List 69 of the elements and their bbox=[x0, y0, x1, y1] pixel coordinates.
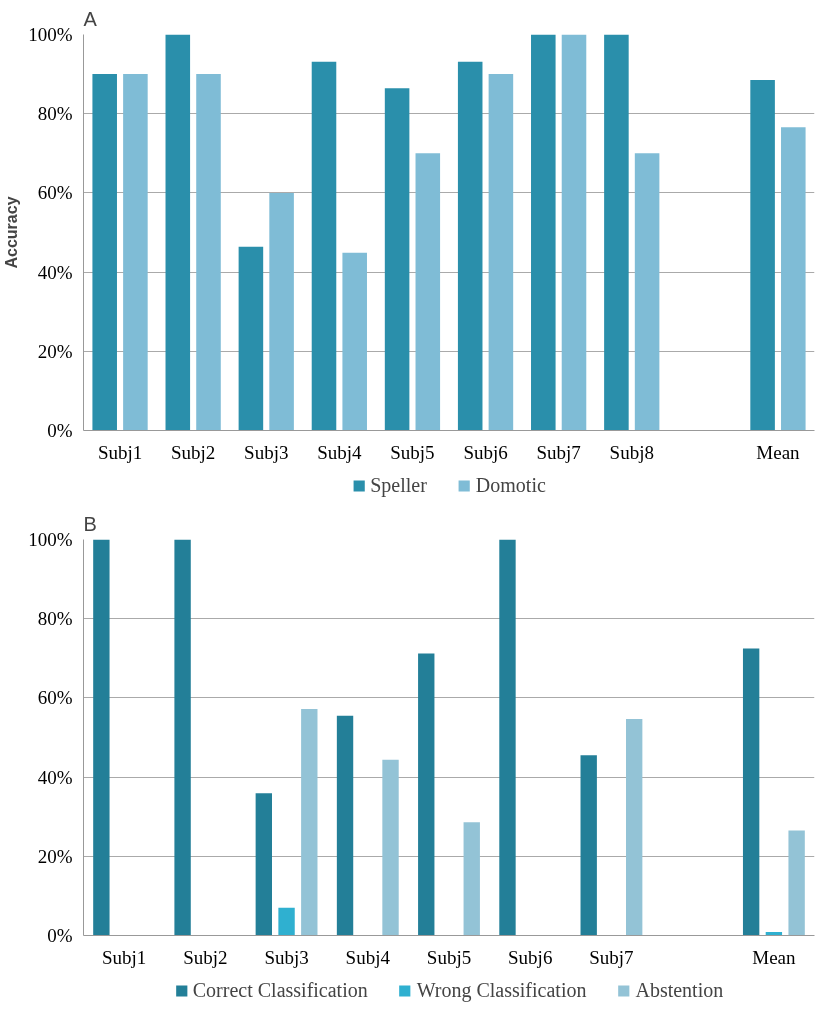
bar bbox=[418, 653, 435, 936]
y-tick-label: 60% bbox=[37, 182, 73, 204]
x-tick-label: Mean bbox=[752, 946, 797, 968]
x-tick-label: Subj1 bbox=[101, 946, 147, 968]
bar bbox=[788, 830, 805, 936]
bar bbox=[415, 153, 441, 431]
y-tick-label: 20% bbox=[37, 340, 73, 362]
bar bbox=[301, 708, 318, 936]
y-tick-label: 60% bbox=[37, 687, 73, 709]
bar bbox=[278, 907, 295, 936]
bar bbox=[336, 715, 354, 936]
bar bbox=[165, 34, 191, 431]
legend-label: Abstention bbox=[635, 978, 724, 1002]
bar bbox=[488, 74, 514, 431]
y-tick-label: 40% bbox=[37, 766, 73, 788]
bar bbox=[92, 74, 117, 431]
x-tick-label: Subj7 bbox=[589, 946, 634, 968]
x-tick-label: Subj6 bbox=[508, 946, 553, 968]
y-tick-label: 40% bbox=[37, 261, 73, 283]
x-tick-label: Mean bbox=[756, 441, 801, 463]
bar bbox=[750, 80, 775, 431]
legend-label: Correct Classification bbox=[192, 978, 368, 1002]
bar bbox=[382, 759, 399, 936]
bar bbox=[93, 539, 110, 936]
bar bbox=[463, 822, 480, 936]
y-tick-label: 0% bbox=[47, 420, 73, 441]
bar bbox=[269, 192, 294, 431]
x-tick-label: Subj3 bbox=[264, 946, 309, 968]
x-tick-label: Subj2 bbox=[183, 946, 228, 968]
legend-label: Speller bbox=[370, 473, 427, 497]
bar bbox=[255, 793, 272, 936]
chart-title: B bbox=[83, 512, 97, 535]
x-tick-label: Subj3 bbox=[244, 441, 289, 463]
bar bbox=[384, 88, 410, 431]
legend-label: Wrong Classification bbox=[416, 978, 587, 1002]
x-tick-label: Subj1 bbox=[97, 441, 143, 463]
bar bbox=[742, 648, 760, 936]
bar bbox=[457, 61, 483, 431]
chart-title: A bbox=[83, 7, 98, 30]
bar bbox=[196, 74, 221, 431]
legend-label: Domotic bbox=[475, 473, 546, 497]
x-tick-label: Subj5 bbox=[426, 946, 472, 968]
y-axis-title: Accuracy bbox=[3, 196, 21, 269]
bar bbox=[342, 252, 367, 431]
y-tick-label: 20% bbox=[37, 845, 73, 867]
y-tick-label: 80% bbox=[37, 608, 73, 630]
x-tick-label: Subj7 bbox=[536, 441, 581, 463]
x-tick-label: Subj6 bbox=[463, 441, 508, 463]
bar bbox=[781, 127, 806, 431]
x-tick-label: Subj4 bbox=[345, 946, 391, 968]
bar bbox=[531, 34, 556, 431]
bar bbox=[174, 539, 191, 936]
y-tick-label: 80% bbox=[37, 103, 73, 125]
bar bbox=[561, 34, 587, 431]
bar bbox=[238, 246, 264, 431]
bar bbox=[626, 718, 643, 936]
y-tick-label: 100% bbox=[28, 24, 73, 45]
x-tick-label: Subj4 bbox=[317, 441, 363, 463]
bar bbox=[604, 34, 629, 431]
bar bbox=[311, 61, 337, 431]
x-tick-label: Subj8 bbox=[609, 441, 654, 463]
y-tick-label: 0% bbox=[47, 925, 73, 946]
bar bbox=[123, 74, 148, 431]
bar bbox=[499, 539, 516, 936]
x-tick-label: Subj2 bbox=[170, 441, 216, 463]
bar bbox=[634, 153, 660, 431]
bar bbox=[580, 755, 597, 936]
x-tick-label: Subj5 bbox=[390, 441, 435, 463]
y-tick-label: 100% bbox=[28, 529, 73, 550]
